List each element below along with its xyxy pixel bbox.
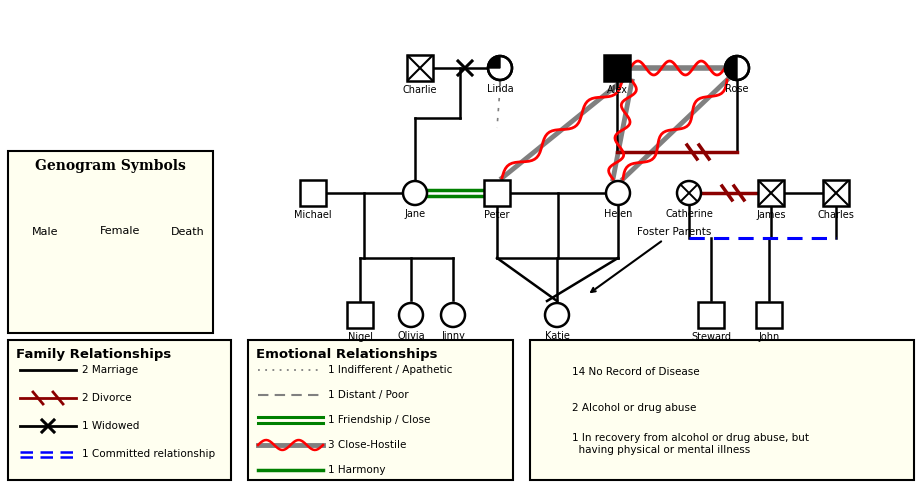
Text: 3 Close-Hostile: 3 Close-Hostile <box>328 440 406 450</box>
Text: 1 Distant / Poor: 1 Distant / Poor <box>328 390 409 400</box>
Text: Foster Parents: Foster Parents <box>591 227 711 292</box>
Circle shape <box>606 181 630 205</box>
Text: 1 Harmony: 1 Harmony <box>328 465 386 475</box>
Text: Genogram Symbols: Genogram Symbols <box>35 159 186 173</box>
Circle shape <box>725 56 749 80</box>
Text: 2 Marriage: 2 Marriage <box>82 365 138 375</box>
Text: James: James <box>756 210 786 220</box>
Text: Olivia: Olivia <box>397 331 425 341</box>
Circle shape <box>98 292 122 316</box>
Text: 14 No Record of Disease: 14 No Record of Disease <box>572 367 700 377</box>
Bar <box>300 180 326 206</box>
Circle shape <box>677 181 701 205</box>
Bar <box>32 197 58 223</box>
Text: Charlie: Charlie <box>402 85 437 95</box>
Circle shape <box>441 303 465 327</box>
Text: 2 Alcohol or drug abuse: 2 Alcohol or drug abuse <box>572 403 696 413</box>
Circle shape <box>488 56 512 80</box>
Text: Death: Death <box>171 227 204 237</box>
Bar <box>175 197 201 223</box>
Bar <box>484 180 510 206</box>
Bar <box>8 151 213 333</box>
Bar <box>407 55 433 81</box>
Text: Steward: Steward <box>691 332 731 342</box>
Text: 1 Friendship / Close: 1 Friendship / Close <box>328 415 430 425</box>
Circle shape <box>403 181 427 205</box>
Text: John: John <box>758 332 779 342</box>
Text: 1 Committed relationship: 1 Committed relationship <box>82 449 216 459</box>
Bar <box>698 302 724 328</box>
Text: Peter: Peter <box>484 210 509 220</box>
Bar <box>29 247 55 273</box>
Text: Charles: Charles <box>818 210 855 220</box>
Text: Family Relationships: Family Relationships <box>16 348 171 361</box>
Wedge shape <box>540 396 552 420</box>
Text: 1 In recovery from alcohol or drug abuse, but
  having physical or mental illnes: 1 In recovery from alcohol or drug abuse… <box>572 433 809 455</box>
Text: 2 Divorce: 2 Divorce <box>82 393 132 403</box>
Bar <box>758 180 784 206</box>
Circle shape <box>148 248 172 272</box>
Circle shape <box>540 360 564 384</box>
Circle shape <box>540 396 564 420</box>
Wedge shape <box>725 56 737 80</box>
Text: 1 Widowed: 1 Widowed <box>82 421 139 431</box>
Bar <box>347 302 373 328</box>
Circle shape <box>399 303 423 327</box>
Bar <box>756 302 782 328</box>
Bar <box>57 291 83 317</box>
Text: Jane: Jane <box>404 209 426 219</box>
Text: Linda: Linda <box>486 84 513 94</box>
Text: Female: Female <box>99 226 140 236</box>
Text: 1 Indifferent / Apathetic: 1 Indifferent / Apathetic <box>328 365 452 375</box>
Bar <box>248 340 513 480</box>
Text: Male: Male <box>31 227 58 237</box>
Bar <box>604 55 630 81</box>
Text: Jinny: Jinny <box>441 331 465 341</box>
Circle shape <box>108 198 132 222</box>
Text: Rose: Rose <box>725 84 749 94</box>
Bar <box>175 291 201 317</box>
Wedge shape <box>540 432 552 444</box>
Circle shape <box>545 303 569 327</box>
Circle shape <box>540 432 564 456</box>
Text: Helen: Helen <box>604 209 632 219</box>
Bar <box>530 340 914 480</box>
Bar <box>823 180 849 206</box>
Text: Catherine: Catherine <box>665 209 713 219</box>
Text: Michael: Michael <box>294 210 332 220</box>
Text: Nigel: Nigel <box>347 332 372 342</box>
Text: Alex: Alex <box>607 85 627 95</box>
Text: Katie: Katie <box>544 331 569 341</box>
Bar <box>8 340 231 480</box>
Text: Emotional Relationships: Emotional Relationships <box>256 348 437 361</box>
Wedge shape <box>488 56 500 68</box>
